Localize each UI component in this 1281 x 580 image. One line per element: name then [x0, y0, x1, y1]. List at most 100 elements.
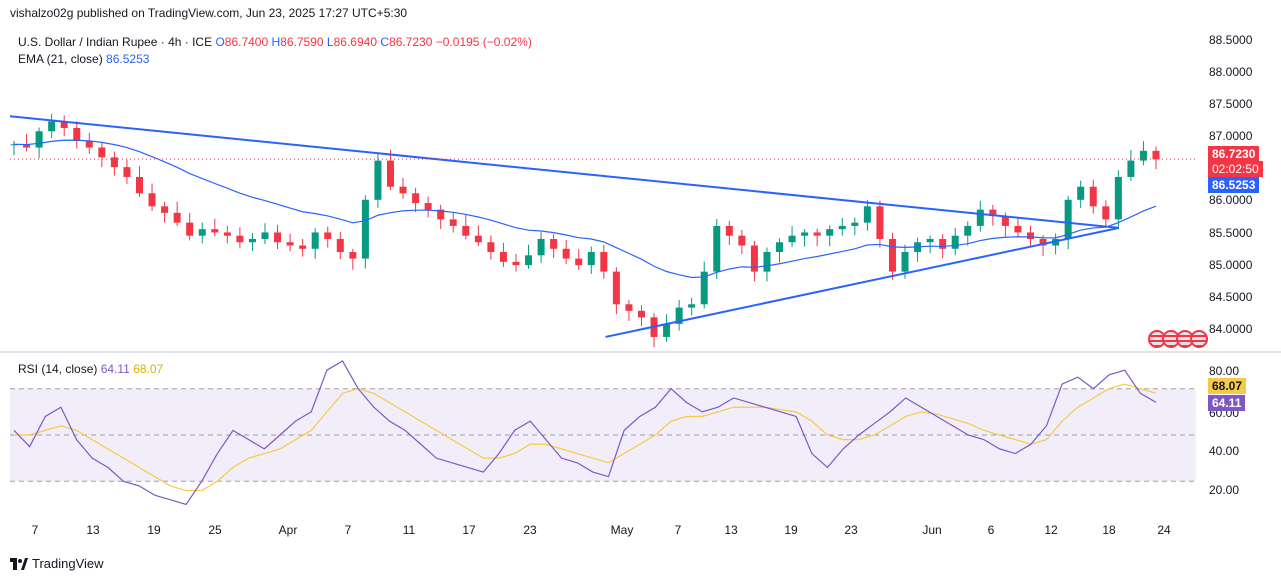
candle-body [776, 242, 784, 253]
time-tick: 19 [147, 523, 161, 537]
candle-body [1139, 150, 1147, 161]
us-flag-icon[interactable] [1190, 330, 1208, 348]
candle-body [374, 160, 382, 200]
tradingview-logo-icon [10, 557, 28, 570]
candle-body [73, 127, 81, 142]
rsi-ma-value: 68.07 [133, 362, 164, 376]
candle-body [738, 235, 746, 246]
candle-body [964, 225, 972, 236]
publish-line: vishalzo02g published on TradingView.com… [10, 6, 408, 20]
open-label: O [215, 35, 225, 49]
rsi-tick: 40.00 [1209, 444, 1240, 458]
ema-line [13, 139, 1157, 279]
open-value: 86.7400 [224, 35, 269, 49]
candle-body [939, 238, 947, 249]
close-value: 86.7230 [389, 35, 433, 49]
change-value: −0.0195 (−0.02%) [435, 35, 532, 49]
rsi-legend: RSI (14, close) 64.11 68.07 [18, 362, 163, 376]
rsi-label[interactable]: RSI (14, close) [18, 362, 98, 376]
descending-trendline [10, 115, 1120, 229]
candle-body [600, 252, 608, 272]
rsi-axis[interactable]: 80.00 60.00 40.00 20.00 68.07 64.11 [1197, 354, 1281, 516]
time-tick: 17 [462, 523, 476, 537]
price-tick: 85.0000 [1209, 258, 1253, 272]
candle-body [1114, 176, 1122, 220]
candle-body [926, 238, 934, 243]
candle-body [110, 157, 118, 168]
candle-body [1014, 225, 1022, 233]
candle-body [675, 307, 683, 324]
low-label: L [326, 35, 334, 49]
candle-body [838, 225, 846, 230]
time-tick: Apr [278, 523, 298, 537]
price-tick: 88.0000 [1209, 65, 1253, 79]
candle-body [412, 193, 420, 204]
candle-body [135, 176, 143, 194]
symbol-title[interactable]: U.S. Dollar / Indian Rupee · 4h · ICE [18, 35, 213, 49]
candle-body [700, 271, 708, 305]
candle-body [211, 229, 219, 233]
candle-body [976, 209, 984, 226]
candle-body [1089, 186, 1097, 207]
price-tick: 86.0000 [1209, 193, 1253, 207]
time-tick: 13 [86, 523, 100, 537]
candle-body [161, 206, 169, 213]
candle-body [1127, 160, 1135, 177]
pane-separator[interactable] [0, 351, 1281, 353]
time-tick: 6 [987, 523, 995, 537]
ascending-trendline [605, 226, 1120, 338]
candle-body [148, 193, 156, 207]
candle-body [35, 131, 43, 148]
candle-body [48, 121, 56, 132]
countdown-tag: 02:02:50 [1208, 161, 1263, 177]
time-tick: 7 [344, 523, 352, 537]
candle-body [499, 252, 507, 262]
candle-body [399, 186, 407, 194]
candle-body [688, 304, 696, 308]
tradingview-logo[interactable]: TradingView [10, 556, 104, 571]
candle-body [1077, 186, 1085, 200]
candle-body [1152, 150, 1160, 160]
price-tick: 87.0000 [1209, 129, 1253, 143]
candle-body [637, 310, 645, 318]
candle-body [813, 232, 821, 236]
event-flags[interactable] [1148, 330, 1208, 348]
rsi-tick: 80.00 [1209, 364, 1240, 378]
price-axis[interactable]: 88.5000 88.0000 87.5000 87.0000 86.0000 … [1197, 30, 1281, 350]
price-tick: 84.0000 [1209, 322, 1253, 336]
time-tick: 7 [674, 523, 682, 537]
candle-body [449, 219, 457, 226]
candle-body [487, 242, 495, 253]
candle-body [612, 271, 620, 305]
candle-body [311, 232, 319, 249]
time-tick: 19 [784, 523, 798, 537]
candle-body [173, 212, 181, 223]
price-tick: 84.5000 [1209, 290, 1253, 304]
candle-body [788, 235, 796, 243]
time-tick: 13 [724, 523, 738, 537]
ema-label[interactable]: EMA (21, close) [18, 52, 103, 66]
candle-body [1039, 238, 1047, 246]
candle-body [562, 248, 570, 259]
candle-body [951, 235, 959, 249]
candle-body [1102, 206, 1110, 220]
price-tick: 87.5000 [1209, 97, 1253, 111]
candle-body [336, 238, 344, 253]
candle-body [474, 235, 482, 243]
candle-body [525, 255, 533, 266]
rsi-chart[interactable] [10, 354, 1196, 516]
candle-body [98, 147, 106, 158]
candle-body [801, 232, 809, 236]
price-chart[interactable] [10, 30, 1196, 350]
candle-body [248, 238, 256, 243]
rsi-tag: 64.11 [1208, 395, 1246, 411]
high-label: H [271, 35, 281, 49]
time-axis[interactable]: 7 13 19 25 Apr 7 11 17 23 May 7 13 19 23… [10, 518, 1196, 542]
candle-body [750, 245, 758, 272]
candle-body [462, 225, 470, 236]
last-price-tag: 86.7230 [1208, 146, 1260, 162]
candle-body [286, 242, 294, 246]
candle-body [274, 232, 282, 243]
low-value: 86.6940 [333, 35, 377, 49]
candle-body [123, 167, 131, 177]
